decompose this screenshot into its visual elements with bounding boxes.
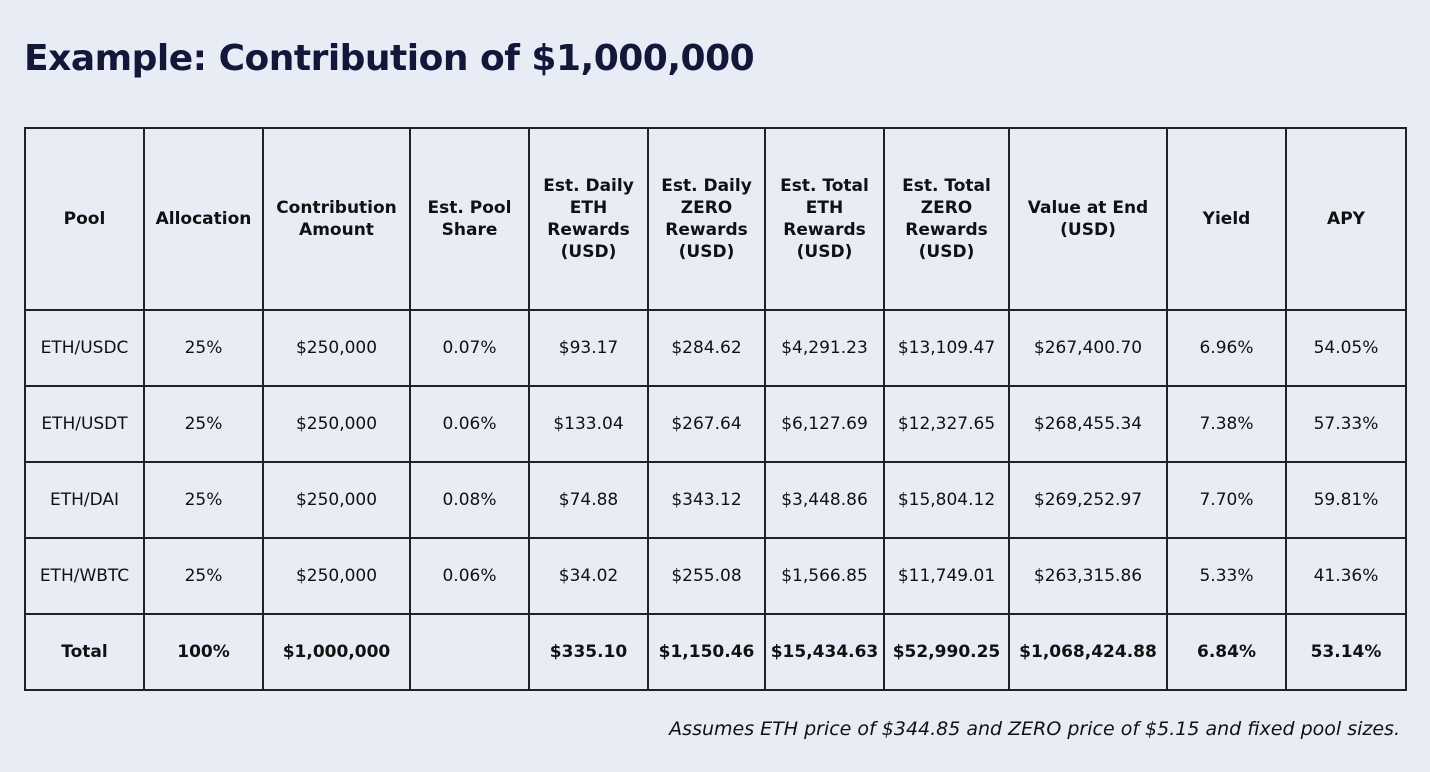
cell-allocation: 25% [143,537,264,615]
cell-apy: 54.05% [1285,309,1407,387]
cell-contribution-amount: $250,000 [262,309,411,387]
cell-total-zero-rewards: $11,749.01 [883,537,1010,615]
cell-daily-zero-rewards: $343.12 [647,461,766,539]
contribution-table: Pool Allocation Contribution Amount Est.… [24,127,1407,691]
cell-pool-share: 0.08% [409,461,530,539]
cell-daily-zero-rewards: $284.62 [647,309,766,387]
cell-contribution-amount: $250,000 [262,537,411,615]
cell-yield: 7.38% [1166,385,1287,463]
table-row: ETH/USDT 25% $250,000 0.06% $133.04 $267… [24,385,1407,463]
cell-yield: 7.70% [1166,461,1287,539]
total-pool-share [409,613,530,691]
cell-pool-share: 0.06% [409,385,530,463]
header-est-total-zero-rewards: Est. Total ZERO Rewards (USD) [883,127,1010,311]
header-yield: Yield [1166,127,1287,311]
cell-allocation: 25% [143,309,264,387]
cell-value-at-end: $263,315.86 [1008,537,1168,615]
total-total-eth-rewards: $15,434.63 [764,613,885,691]
cell-value-at-end: $267,400.70 [1008,309,1168,387]
total-allocation: 100% [143,613,264,691]
header-allocation: Allocation [143,127,264,311]
cell-apy: 57.33% [1285,385,1407,463]
total-total-zero-rewards: $52,990.25 [883,613,1010,691]
cell-daily-eth-rewards: $34.02 [528,537,649,615]
cell-daily-zero-rewards: $255.08 [647,537,766,615]
cell-total-zero-rewards: $15,804.12 [883,461,1010,539]
header-est-pool-share: Est. Pool Share [409,127,530,311]
table-row: ETH/DAI 25% $250,000 0.08% $74.88 $343.1… [24,461,1407,539]
table-row: ETH/WBTC 25% $250,000 0.06% $34.02 $255.… [24,537,1407,615]
page-title: Example: Contribution of $1,000,000 [24,38,755,79]
cell-yield: 6.96% [1166,309,1287,387]
cell-pool-share: 0.06% [409,537,530,615]
header-est-daily-eth-rewards: Est. Daily ETH Rewards (USD) [528,127,649,311]
total-daily-zero-rewards: $1,150.46 [647,613,766,691]
header-pool: Pool [24,127,145,311]
cell-total-eth-rewards: $1,566.85 [764,537,885,615]
cell-pool: ETH/USDC [24,309,145,387]
total-daily-eth-rewards: $335.10 [528,613,649,691]
cell-pool: ETH/USDT [24,385,145,463]
cell-allocation: 25% [143,385,264,463]
total-value-at-end: $1,068,424.88 [1008,613,1168,691]
cell-total-eth-rewards: $4,291.23 [764,309,885,387]
cell-pool-share: 0.07% [409,309,530,387]
table-header-row: Pool Allocation Contribution Amount Est.… [24,127,1407,311]
cell-apy: 59.81% [1285,461,1407,539]
total-yield: 6.84% [1166,613,1287,691]
cell-pool: ETH/WBTC [24,537,145,615]
header-contribution-amount: Contribution Amount [262,127,411,311]
cell-daily-eth-rewards: $133.04 [528,385,649,463]
header-apy: APY [1285,127,1407,311]
cell-total-eth-rewards: $3,448.86 [764,461,885,539]
table-row: ETH/USDC 25% $250,000 0.07% $93.17 $284.… [24,309,1407,387]
cell-apy: 41.36% [1285,537,1407,615]
cell-value-at-end: $269,252.97 [1008,461,1168,539]
total-label: Total [24,613,145,691]
cell-daily-zero-rewards: $267.64 [647,385,766,463]
header-value-at-end: Value at End (USD) [1008,127,1168,311]
total-apy: 53.14% [1285,613,1407,691]
cell-allocation: 25% [143,461,264,539]
cell-pool: ETH/DAI [24,461,145,539]
cell-daily-eth-rewards: $93.17 [528,309,649,387]
cell-value-at-end: $268,455.34 [1008,385,1168,463]
cell-total-zero-rewards: $13,109.47 [883,309,1010,387]
header-est-total-eth-rewards: Est. Total ETH Rewards (USD) [764,127,885,311]
table-total-row: Total 100% $1,000,000 $335.10 $1,150.46 … [24,613,1407,691]
cell-yield: 5.33% [1166,537,1287,615]
footnote: Assumes ETH price of $344.85 and ZERO pr… [669,718,1400,740]
header-est-daily-zero-rewards: Est. Daily ZERO Rewards (USD) [647,127,766,311]
cell-total-zero-rewards: $12,327.65 [883,385,1010,463]
cell-daily-eth-rewards: $74.88 [528,461,649,539]
cell-contribution-amount: $250,000 [262,385,411,463]
cell-total-eth-rewards: $6,127.69 [764,385,885,463]
total-contribution-amount: $1,000,000 [262,613,411,691]
cell-contribution-amount: $250,000 [262,461,411,539]
